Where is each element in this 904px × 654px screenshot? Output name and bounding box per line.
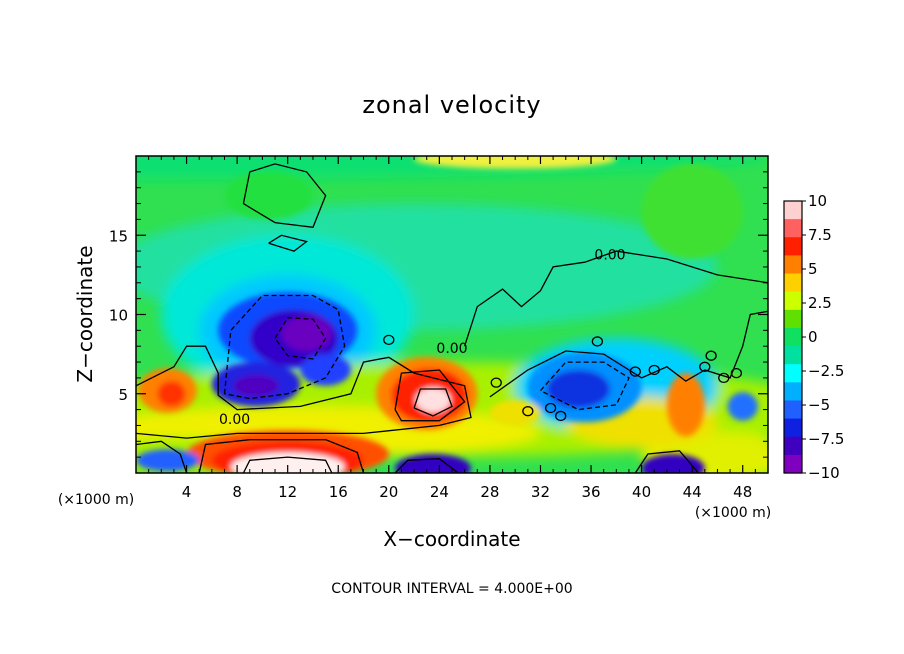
x-tick-label: 40 <box>632 483 651 501</box>
field-region <box>300 354 351 386</box>
contour-island <box>648 364 660 376</box>
contour-line <box>136 345 472 439</box>
colorbar-segment <box>784 237 802 256</box>
colorbar-label: −7.5 <box>808 430 844 448</box>
contour-interval-note: CONTOUR INTERVAL = 4.000E+00 <box>331 581 572 597</box>
colorbar-segment <box>784 346 802 365</box>
x-tick-label: 20 <box>379 483 398 501</box>
contour-label: 0.00 <box>219 412 250 428</box>
colorbar-segment <box>784 400 802 420</box>
colorbar-segment <box>784 454 802 474</box>
contour-line <box>634 450 699 473</box>
field-region <box>666 373 705 437</box>
x-tick-label: 36 <box>581 483 600 501</box>
colorbar-label: −10 <box>808 464 840 482</box>
colorbar-label: 0 <box>808 328 818 346</box>
contour-label: 0.00 <box>436 341 467 357</box>
field-region <box>224 171 313 220</box>
contour-island <box>730 367 743 379</box>
x-tick-label: 16 <box>329 483 348 501</box>
field-region <box>281 316 332 351</box>
contour-island <box>383 334 395 346</box>
y-tick-label: 15 <box>109 227 128 245</box>
colorbar-label: 2.5 <box>808 294 832 312</box>
contour-line-negative <box>274 317 327 360</box>
colorbar-segment <box>784 327 802 347</box>
heatmap-field <box>136 156 768 473</box>
contour-label: 0.00 <box>594 247 625 263</box>
contour-island <box>699 361 711 372</box>
x-tick-label: 8 <box>232 483 242 501</box>
x-tick-label: 4 <box>182 483 192 501</box>
contour-line <box>394 369 466 422</box>
colorbar-segment <box>784 436 802 456</box>
x-units-right: (×1000 m) <box>695 505 771 521</box>
contour-line <box>268 234 309 252</box>
colorbar-label: 7.5 <box>808 226 832 244</box>
colorbar-segment <box>784 273 802 293</box>
contour-island <box>555 410 567 422</box>
colorbar: 10 7.5 5 2.5 0 −2.5 −5 −7.5 −10 <box>783 192 844 482</box>
contour-island <box>591 336 604 347</box>
colorbar-segment <box>784 255 802 275</box>
contour-line <box>136 440 188 473</box>
x-axis-label: X−coordinate <box>383 527 520 551</box>
x-tick-label: 48 <box>733 483 752 501</box>
colorbar-segment <box>784 364 802 383</box>
y-axis-label: Z−coordinate <box>73 245 97 382</box>
chart-title: zonal velocity <box>362 91 541 119</box>
colorbar-label: 10 <box>808 192 827 210</box>
contour-line <box>242 163 327 229</box>
x-tick-label: 28 <box>480 483 499 501</box>
y-tick-label: 10 <box>109 307 128 325</box>
contour-island <box>705 350 717 361</box>
colorbar-segment <box>784 291 802 311</box>
colorbar-label: −5 <box>808 396 830 414</box>
colorbar-segment <box>784 309 802 329</box>
y-tick-label: 5 <box>118 386 128 404</box>
x-tick-label: 32 <box>531 483 550 501</box>
field-region <box>415 387 451 413</box>
field-region <box>157 381 186 407</box>
contour-island <box>490 377 502 388</box>
field-region <box>546 369 611 409</box>
x-units-left: (×1000 m) <box>58 492 134 508</box>
contour-line <box>489 310 768 398</box>
contour-line <box>463 250 768 347</box>
contour-line <box>394 458 459 473</box>
contour-island <box>544 402 557 414</box>
colorbar-label: 5 <box>808 260 818 278</box>
colorbar-segment <box>784 418 802 438</box>
field-region <box>395 453 471 473</box>
contour-line <box>413 388 453 417</box>
field-region <box>641 453 705 473</box>
colorbar-segment <box>784 201 802 220</box>
x-tick-label: 44 <box>683 483 702 501</box>
x-tick-label: 12 <box>278 483 297 501</box>
field-region <box>230 452 345 473</box>
field-region <box>136 449 200 472</box>
contour-line-negative <box>540 361 630 411</box>
contour-line <box>242 456 333 473</box>
colorbar-segment <box>784 219 802 238</box>
contour-island <box>629 366 641 377</box>
contour-island <box>522 406 534 417</box>
colorbar-segment <box>784 382 802 402</box>
field-region <box>727 392 758 421</box>
colorbar-label: −2.5 <box>808 362 844 380</box>
field-region <box>233 374 279 397</box>
contour-line-negative <box>223 294 346 400</box>
contour-line <box>198 439 365 473</box>
contour-island <box>718 372 730 384</box>
field-region <box>641 163 743 260</box>
x-tick-label: 24 <box>430 483 449 501</box>
